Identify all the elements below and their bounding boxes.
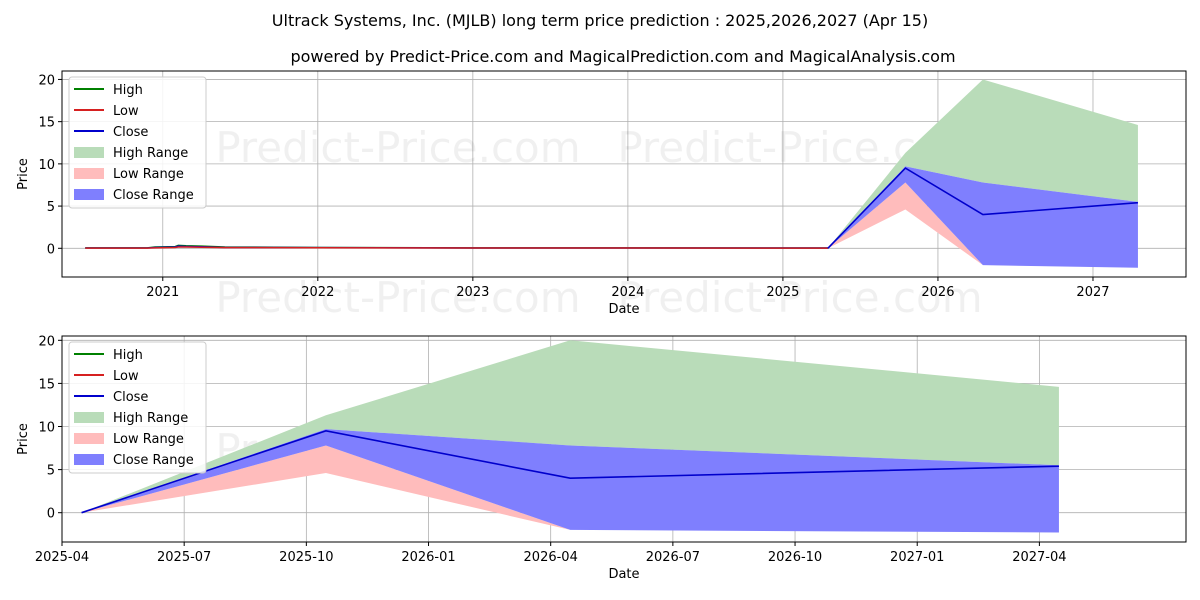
x-tick-label: 2026-04 xyxy=(524,550,578,565)
chart-subtitle: powered by Predict-Price.com and Magical… xyxy=(290,47,955,66)
y-tick-label: 15 xyxy=(38,116,55,131)
legend-patch-swatch xyxy=(74,147,104,158)
y-tick-label: 10 xyxy=(38,158,55,173)
plot-frame xyxy=(61,335,1187,543)
legend-patch-swatch xyxy=(74,433,104,444)
watermark: Predict-Price.com xyxy=(617,273,982,322)
plot-frame xyxy=(61,70,1187,278)
x-tick-label: 2023 xyxy=(456,285,489,300)
low-range-band xyxy=(81,445,1059,532)
y-tick-label: 20 xyxy=(38,73,55,88)
y-tick-label: 10 xyxy=(38,421,55,436)
y-tick-label: 0 xyxy=(47,507,55,522)
forecast-close-line xyxy=(827,167,1139,249)
x-tick-label: 2025-07 xyxy=(157,550,211,565)
x-tick-label: 2027-01 xyxy=(890,550,944,565)
watermark: Predict-Price.com xyxy=(215,273,580,322)
x-tick-label: 2025-04 xyxy=(35,550,89,565)
high-range-band xyxy=(81,340,1059,513)
x-tick-label: 2021 xyxy=(146,285,179,300)
x-tick-label: 2026 xyxy=(921,285,954,300)
close-range-band xyxy=(81,429,1059,533)
x-axis-label: Date xyxy=(608,302,639,317)
high-range-band xyxy=(827,79,1138,249)
legend-label: High xyxy=(113,83,143,98)
x-tick-label: 2024 xyxy=(611,285,644,300)
x-tick-label: 2025-10 xyxy=(279,550,333,565)
legend-label: Close Range xyxy=(113,188,194,203)
low-range-band xyxy=(827,182,1138,267)
legend-label: Close xyxy=(113,125,148,140)
y-tick-label: 20 xyxy=(38,334,55,349)
legend-label: High xyxy=(113,348,143,363)
legend-patch-swatch xyxy=(74,168,104,179)
top-price-chart: Predict-Price.com Predict-Price.com Predic… xyxy=(16,70,1187,322)
x-tick-label: 2026-10 xyxy=(768,550,822,565)
y-tick-label: 5 xyxy=(47,200,55,215)
x-tick-label: 2027-04 xyxy=(1012,550,1066,565)
legend-label: High Range xyxy=(113,411,188,426)
legend-label: Low xyxy=(113,104,139,119)
legend-label: Close Range xyxy=(113,453,194,468)
legend-patch-swatch xyxy=(74,412,104,423)
x-tick-label: 2027 xyxy=(1076,285,1109,300)
legend-label: Low xyxy=(113,369,139,384)
y-tick-label: 5 xyxy=(47,464,55,479)
x-axis-label: Date xyxy=(608,567,639,582)
watermark: Predict-Price.com xyxy=(215,123,580,172)
legend-label: Low Range xyxy=(113,432,184,447)
close-range-band xyxy=(827,166,1138,268)
x-tick-label: 2022 xyxy=(301,285,334,300)
x-tick-label: 2026-07 xyxy=(646,550,700,565)
legend-label: Low Range xyxy=(113,167,184,182)
y-tick-label: 0 xyxy=(47,242,55,257)
y-axis-label: Price xyxy=(16,423,31,455)
plot-series xyxy=(85,79,1139,268)
legend-label: High Range xyxy=(113,146,188,161)
historical-low-line xyxy=(85,246,828,249)
legend-label: Close xyxy=(113,390,148,405)
bottom-price-chart: Predict-Price.comPredict-Price.com2025-0… xyxy=(16,334,1187,582)
x-tick-label: 2025 xyxy=(766,285,799,300)
chart-title: Ultrack Systems, Inc. (MJLB) long term p… xyxy=(272,11,928,30)
x-tick-label: 2026-01 xyxy=(401,550,455,565)
y-tick-label: 15 xyxy=(38,377,55,392)
legend-patch-swatch xyxy=(74,189,104,200)
legend-patch-swatch xyxy=(74,454,104,465)
y-axis-label: Price xyxy=(16,158,31,190)
